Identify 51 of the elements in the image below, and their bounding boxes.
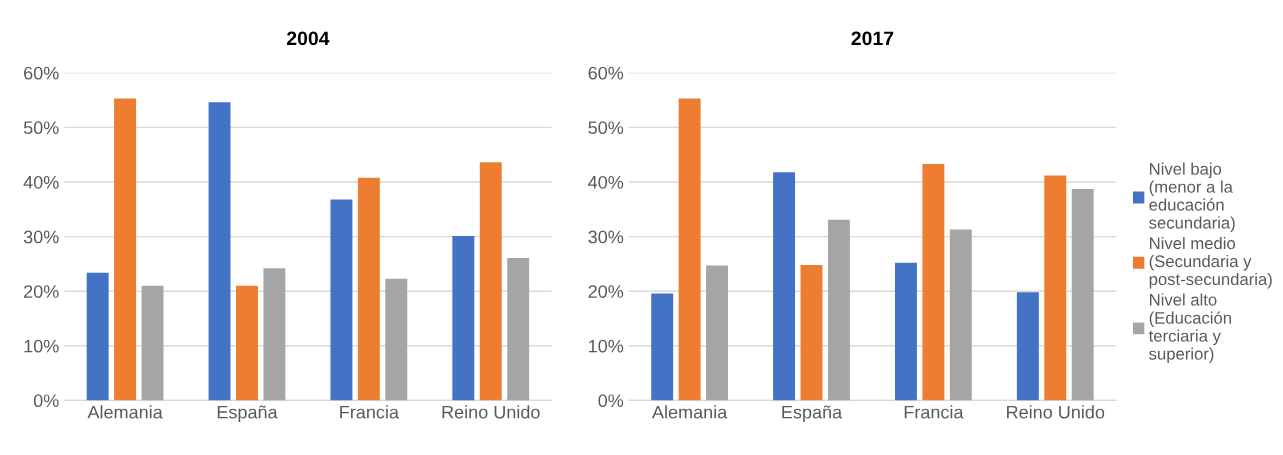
bar bbox=[479, 162, 502, 401]
bar bbox=[949, 229, 972, 401]
bar bbox=[141, 285, 164, 401]
y-tick-label: 50% bbox=[588, 121, 624, 135]
bar bbox=[894, 262, 917, 401]
bar bbox=[236, 285, 258, 401]
bar bbox=[507, 257, 530, 401]
x-tick-label: Reino Unido bbox=[442, 405, 540, 419]
bar bbox=[1016, 292, 1039, 401]
x-tick-label: Reino Unido bbox=[1007, 405, 1105, 419]
bar bbox=[452, 236, 475, 401]
bar bbox=[385, 278, 408, 401]
y-tick-label: 20% bbox=[24, 285, 59, 298]
y-tick-label: 20% bbox=[588, 285, 624, 298]
legend-label: Nivel bajo (menor a la educación secundaria) bbox=[1149, 162, 1235, 232]
x-tick-label: España bbox=[782, 405, 843, 423]
chart-title: 2017 bbox=[851, 31, 894, 46]
bar bbox=[330, 199, 353, 401]
y-tick-label: 0% bbox=[598, 394, 624, 408]
bar bbox=[922, 163, 945, 401]
y-tick-label: 50% bbox=[23, 121, 59, 135]
x-tick-label: Alemania bbox=[87, 405, 163, 419]
bar bbox=[357, 177, 380, 401]
bar bbox=[706, 265, 729, 401]
y-tick-label: 0% bbox=[33, 394, 59, 408]
bar bbox=[827, 219, 850, 401]
y-tick-label: 10% bbox=[24, 339, 59, 353]
legend-label: Nivel alto (Educación terciaria y superior) bbox=[1148, 293, 1231, 364]
y-tick-label: 30% bbox=[23, 230, 59, 244]
bar bbox=[208, 102, 231, 401]
bar bbox=[773, 172, 796, 401]
x-tick-label: España bbox=[217, 405, 278, 423]
x-tick-label: Francia bbox=[904, 405, 964, 419]
y-tick-label: 40% bbox=[588, 175, 624, 189]
bar bbox=[114, 98, 137, 401]
bar bbox=[800, 264, 823, 401]
bar bbox=[263, 268, 286, 401]
y-tick-label: 60% bbox=[588, 66, 624, 80]
x-tick-label: Alemania bbox=[652, 405, 728, 419]
bar bbox=[1071, 189, 1094, 401]
x-tick-label: Francia bbox=[340, 405, 399, 419]
y-tick-label: 60% bbox=[24, 66, 59, 80]
bar bbox=[651, 293, 674, 401]
y-tick-label: 40% bbox=[23, 175, 59, 189]
y-tick-label: 10% bbox=[589, 339, 624, 353]
bar bbox=[86, 272, 109, 401]
y-tick-label: 30% bbox=[588, 230, 624, 244]
legend-label: Nivel medio (Secundaria y post-secundaria) bbox=[1149, 236, 1272, 289]
bar bbox=[678, 98, 701, 401]
chart-title: 2004 bbox=[286, 31, 330, 46]
bar bbox=[1044, 175, 1067, 401]
